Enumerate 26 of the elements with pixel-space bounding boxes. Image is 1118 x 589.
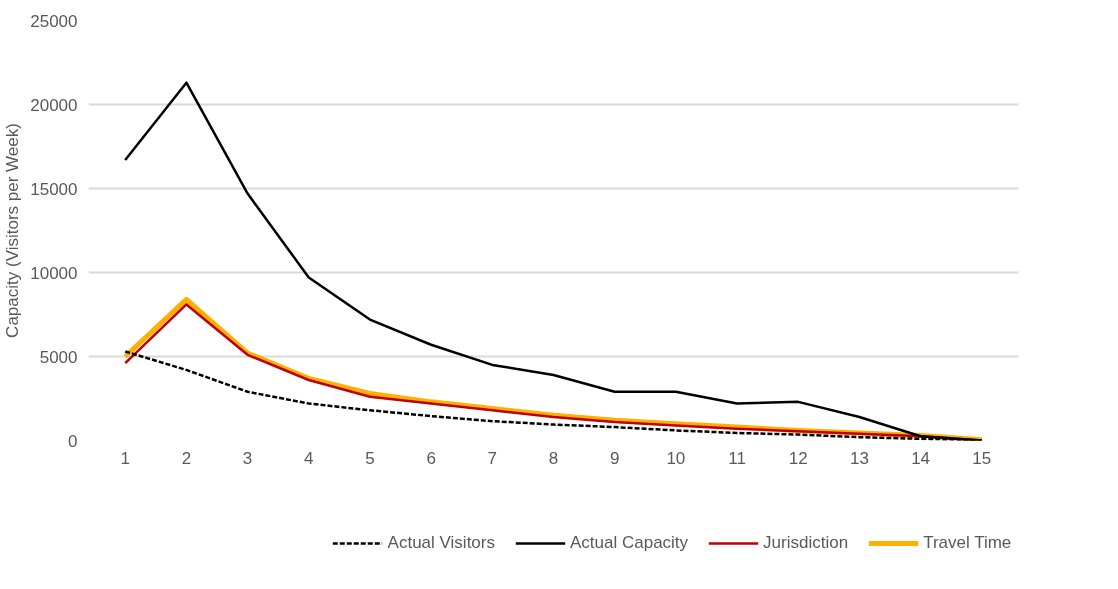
y-tick-label: 15000 — [30, 179, 78, 199]
x-tick-label: 7 — [487, 448, 498, 468]
legend-label: Travel Time — [923, 533, 1012, 553]
x-tick-label: 4 — [304, 448, 314, 468]
x-tick-label: 14 — [911, 448, 931, 468]
x-tick-label: 9 — [609, 448, 620, 468]
y-axis-title: Capacity (Visitors per Week) — [3, 123, 23, 338]
y-tick-label: 20000 — [30, 95, 78, 115]
legend-label: Actual Visitors — [387, 533, 495, 553]
x-tick-label: 13 — [849, 448, 869, 468]
y-tick-label: 10000 — [30, 263, 78, 283]
x-tick-label: 6 — [426, 448, 436, 468]
y-tick-label: 0 — [68, 431, 78, 451]
x-tick-label: 8 — [548, 448, 559, 468]
y-tick-label: 5000 — [39, 347, 78, 367]
x-tick-label: 2 — [181, 448, 192, 468]
x-tick-label: 11 — [728, 448, 746, 468]
legend-label: Jurisdiction — [763, 533, 849, 553]
x-tick-label: 15 — [972, 448, 992, 468]
x-tick-label: 1 — [120, 448, 130, 468]
x-tick-label: 10 — [666, 448, 686, 468]
x-tick-label: 3 — [242, 448, 253, 468]
legend-label: Actual Capacity — [569, 533, 689, 553]
x-tick-label: 5 — [365, 448, 375, 468]
y-tick-label: 25000 — [30, 11, 78, 31]
x-tick-label: 12 — [788, 448, 808, 468]
